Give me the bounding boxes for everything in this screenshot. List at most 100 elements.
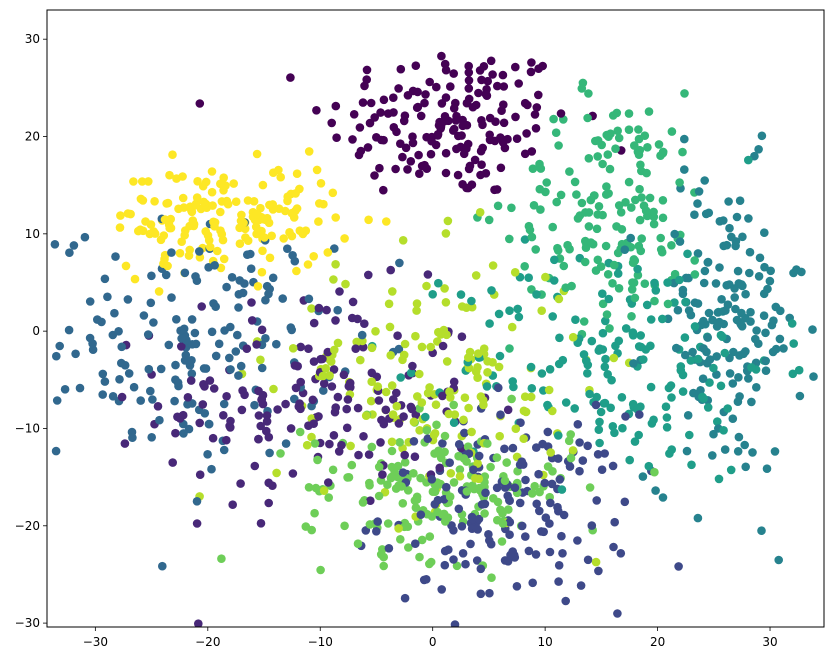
- scatter-point: [462, 144, 471, 153]
- scatter-point: [446, 469, 456, 478]
- scatter-point: [404, 543, 413, 552]
- scatter-point: [383, 109, 393, 118]
- y-tick-label: 20: [25, 130, 40, 144]
- scatter-point: [449, 555, 458, 564]
- scatter-point: [730, 293, 739, 302]
- scatter-point: [316, 565, 325, 575]
- scatter-point: [394, 524, 403, 533]
- scatter-point: [440, 284, 449, 293]
- scatter-point: [283, 196, 292, 206]
- scatter-point: [568, 332, 578, 342]
- scatter-point: [646, 315, 656, 324]
- scatter-point: [441, 229, 451, 238]
- scatter-point: [621, 412, 630, 421]
- scatter-point: [770, 447, 780, 456]
- scatter-point: [382, 217, 391, 226]
- scatter-point: [643, 143, 652, 152]
- scatter-point: [209, 384, 219, 393]
- scatter-point: [499, 118, 509, 128]
- scatter-point: [353, 403, 363, 413]
- scatter-point: [199, 197, 208, 207]
- scatter-point: [444, 545, 453, 554]
- scatter-point: [430, 449, 439, 458]
- scatter-point: [513, 304, 522, 314]
- scatter-point: [481, 169, 491, 178]
- scatter-point: [403, 165, 412, 174]
- scatter-point: [534, 469, 543, 479]
- scatter-point: [330, 345, 339, 355]
- scatter-point: [341, 279, 350, 289]
- scatter-point: [794, 365, 804, 375]
- scatter-point: [432, 420, 441, 430]
- scatter-point: [594, 566, 603, 576]
- scatter-point: [548, 406, 557, 416]
- scatter-point: [602, 182, 611, 191]
- scatter-point: [579, 317, 589, 326]
- scatter-point: [256, 519, 266, 528]
- scatter-point: [650, 296, 659, 306]
- scatter-point: [513, 466, 522, 476]
- scatter-point: [606, 403, 615, 413]
- scatter-point: [235, 223, 244, 233]
- scatter-point: [454, 504, 464, 514]
- scatter-point: [705, 355, 715, 364]
- scatter-point: [398, 468, 408, 477]
- scatter-point: [649, 415, 658, 425]
- scatter-point: [381, 387, 391, 397]
- scatter-point: [678, 289, 688, 299]
- scatter-point: [201, 227, 210, 236]
- scatter-point: [219, 254, 229, 264]
- scatter-point: [261, 334, 270, 343]
- scatter-point: [630, 293, 640, 303]
- scatter-point: [628, 278, 637, 287]
- scatter-point: [177, 342, 186, 351]
- scatter-point: [514, 79, 523, 88]
- scatter-point: [366, 396, 376, 406]
- scatter-point: [394, 344, 404, 354]
- scatter-point: [505, 530, 514, 539]
- scatter-point: [440, 560, 450, 570]
- scatter-point: [485, 588, 494, 598]
- scatter-point: [240, 279, 249, 288]
- scatter-point: [412, 306, 421, 315]
- scatter-point: [566, 453, 576, 463]
- scatter-point: [788, 369, 798, 379]
- scatter-point: [187, 399, 197, 408]
- scatter-point: [154, 287, 164, 296]
- scatter-point: [250, 400, 259, 410]
- scatter-point: [51, 446, 61, 456]
- scatter-point: [779, 344, 788, 353]
- scatter-point: [291, 383, 301, 393]
- scatter-point: [153, 402, 163, 411]
- scatter-point: [593, 450, 603, 459]
- scatter-point: [546, 448, 555, 457]
- scatter-point: [680, 165, 689, 174]
- scatter-point: [531, 550, 541, 559]
- scatter-point: [483, 368, 492, 377]
- scatter-point: [204, 236, 214, 245]
- scatter-point: [535, 184, 545, 194]
- scatter-point: [486, 462, 495, 472]
- scatter-point: [389, 93, 398, 102]
- scatter-point: [210, 261, 219, 270]
- scatter-point: [468, 102, 478, 112]
- scatter-point: [738, 232, 747, 242]
- scatter-point: [333, 392, 343, 402]
- scatter-point: [598, 159, 607, 169]
- scatter-point: [323, 347, 333, 357]
- scatter-point: [690, 210, 699, 219]
- scatter-point: [640, 279, 650, 289]
- scatter-point: [442, 357, 452, 366]
- scatter-point: [308, 395, 318, 405]
- scatter-point: [372, 527, 381, 536]
- scatter-point: [485, 113, 495, 123]
- scatter-point: [379, 95, 389, 105]
- scatter-point: [554, 506, 563, 516]
- scatter-point: [703, 333, 712, 342]
- scatter-point: [595, 417, 604, 427]
- scatter-point: [439, 509, 449, 519]
- scatter-point: [536, 164, 546, 173]
- scatter-point: [450, 620, 460, 627]
- scatter-point: [484, 530, 493, 539]
- scatter-point: [450, 410, 460, 419]
